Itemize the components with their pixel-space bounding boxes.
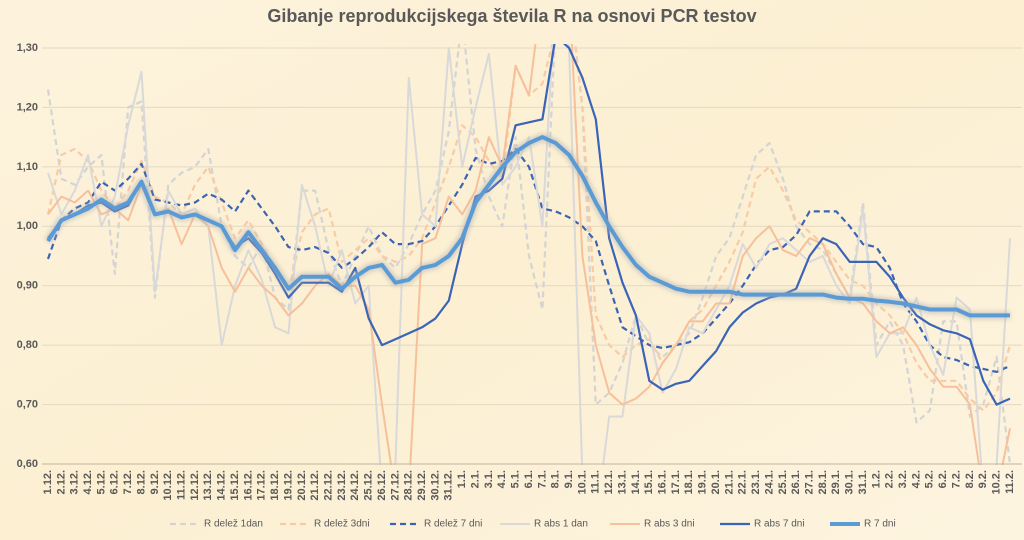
x-tick-label: 13.12. xyxy=(202,470,214,501)
x-tick-label: 9.1. xyxy=(563,470,575,488)
x-tick-label: 29.1. xyxy=(830,470,842,494)
x-tick-label: 3.12. xyxy=(69,470,81,494)
legend-label: R delež 3dni xyxy=(314,519,370,530)
x-tick-label: 21.12. xyxy=(309,470,321,501)
y-tick-label: 0,70 xyxy=(17,398,38,410)
x-tick-label: 6.1. xyxy=(523,470,535,488)
chart-title: Gibanje reprodukcijskega števila R na os… xyxy=(267,6,756,26)
x-tick-label: 27.12. xyxy=(389,470,401,501)
legend-label: R 7 dni xyxy=(864,519,896,530)
axes: 0,600,700,800,901,001,101,201,301.12. 2.1… xyxy=(17,42,1022,501)
y-tick-label: 1,20 xyxy=(17,101,38,113)
x-tick-label: 16.1. xyxy=(657,470,669,494)
x-tick-label: 26.12. xyxy=(376,470,388,501)
x-tick-label: 24.12. xyxy=(349,470,361,501)
legend-label: R abs 1 dan xyxy=(534,519,588,530)
x-tick-label: 10.1. xyxy=(576,470,588,494)
x-tick-label: 11.12. xyxy=(176,470,188,500)
x-tick-label: 5.12. xyxy=(95,470,107,494)
legend-label: R delež 1dan xyxy=(204,519,263,530)
x-tick-label: 31.1. xyxy=(857,470,869,494)
x-tick-label: 29.12. xyxy=(416,470,428,501)
x-tick-label: 17.1. xyxy=(670,470,682,494)
x-tick-label: 20.12. xyxy=(296,470,308,501)
x-tick-label: 3.1. xyxy=(483,470,495,488)
y-tick-label: 0,60 xyxy=(17,458,38,470)
y-tick-label: 1,10 xyxy=(17,161,38,173)
x-tick-label: 1.1. xyxy=(456,470,468,488)
x-tick-label: 22.1. xyxy=(737,470,749,494)
x-tick-label: 14.12. xyxy=(216,470,228,501)
y-tick-label: 0,90 xyxy=(17,280,38,292)
x-tick-label: 2.2. xyxy=(884,470,896,488)
x-tick-label: 3.2. xyxy=(897,470,909,488)
x-tick-label: 26.1. xyxy=(790,470,802,494)
series-line xyxy=(46,135,1010,318)
x-tick-label: 7.2. xyxy=(950,470,962,488)
x-tick-label: 2.12. xyxy=(55,470,67,494)
x-tick-label: 23.1. xyxy=(750,470,762,494)
x-tick-label: 6.12. xyxy=(109,470,121,494)
x-tick-label: 1.12. xyxy=(42,470,54,494)
x-tick-label: 7.12. xyxy=(122,470,134,494)
x-tick-label: 27.1. xyxy=(803,470,815,494)
x-tick-label: 21.1. xyxy=(723,470,735,494)
x-tick-label: 8.2. xyxy=(964,470,976,488)
x-tick-label: 8.1. xyxy=(550,470,562,488)
x-tick-label: 5.2. xyxy=(924,470,936,488)
x-tick-label: 28.1. xyxy=(817,470,829,494)
x-tick-label: 15.12. xyxy=(229,470,241,501)
x-tick-label: 20.1. xyxy=(710,470,722,494)
x-tick-label: 17.12. xyxy=(256,470,268,501)
x-tick-label: 18.12. xyxy=(269,470,281,501)
x-tick-label: 24.1. xyxy=(763,470,775,494)
x-tick-label: 1.2. xyxy=(870,470,882,488)
legend-label: R delež 7 dni xyxy=(424,519,482,530)
legend-label: R abs 3 dni xyxy=(644,519,695,530)
x-tick-label: 4.1. xyxy=(496,470,508,488)
x-tick-label: 15.1. xyxy=(643,470,655,494)
x-tick-label: 9.2. xyxy=(977,470,989,488)
x-tick-label: 11.1. xyxy=(590,470,602,494)
x-tick-label: 4.2. xyxy=(910,470,922,488)
x-tick-label: 30.12. xyxy=(429,470,441,501)
x-tick-label: 19.1. xyxy=(697,470,709,494)
x-tick-label: 25.1. xyxy=(777,470,789,494)
x-tick-label: 23.12. xyxy=(336,470,348,501)
x-tick-label: 22.12. xyxy=(322,470,334,501)
x-tick-label: 8.12. xyxy=(135,470,147,494)
x-tick-label: 7.1. xyxy=(536,470,548,488)
legend-label: R abs 7 dni xyxy=(754,519,805,530)
x-tick-label: 9.12. xyxy=(149,470,161,494)
y-tick-label: 0,80 xyxy=(17,339,38,351)
y-tick-label: 1,30 xyxy=(17,42,38,54)
x-tick-label: 31.12. xyxy=(443,470,455,501)
x-tick-label: 28.12. xyxy=(403,470,415,501)
x-tick-label: 10.2. xyxy=(991,470,1003,494)
x-tick-label: 13.1. xyxy=(616,470,628,494)
x-tick-label: 19.12. xyxy=(282,470,294,501)
plot-lines xyxy=(44,44,1012,465)
x-tick-label: 14.1. xyxy=(630,470,642,494)
legend: R delež 1dan R delež 3dni R delež 7 dni R a… xyxy=(170,519,896,530)
x-tick-label: 6.2. xyxy=(937,470,949,488)
x-tick-label: 12.12. xyxy=(189,470,201,501)
x-tick-label: 16.12. xyxy=(242,470,254,501)
x-tick-label: 4.12. xyxy=(82,470,94,494)
series-line xyxy=(46,147,1011,373)
x-tick-label: 12.1. xyxy=(603,470,615,494)
x-tick-label: 25.12. xyxy=(363,470,375,501)
x-tick-label: 2.1. xyxy=(469,470,481,488)
y-tick-label: 1,00 xyxy=(17,220,38,232)
x-tick-label: 5.1. xyxy=(510,470,522,488)
x-tick-label: 11.2. xyxy=(1004,470,1016,494)
x-tick-label: 10.12. xyxy=(162,470,174,501)
x-tick-label: 30.1. xyxy=(844,470,856,494)
x-tick-label: 18.1. xyxy=(683,470,695,494)
